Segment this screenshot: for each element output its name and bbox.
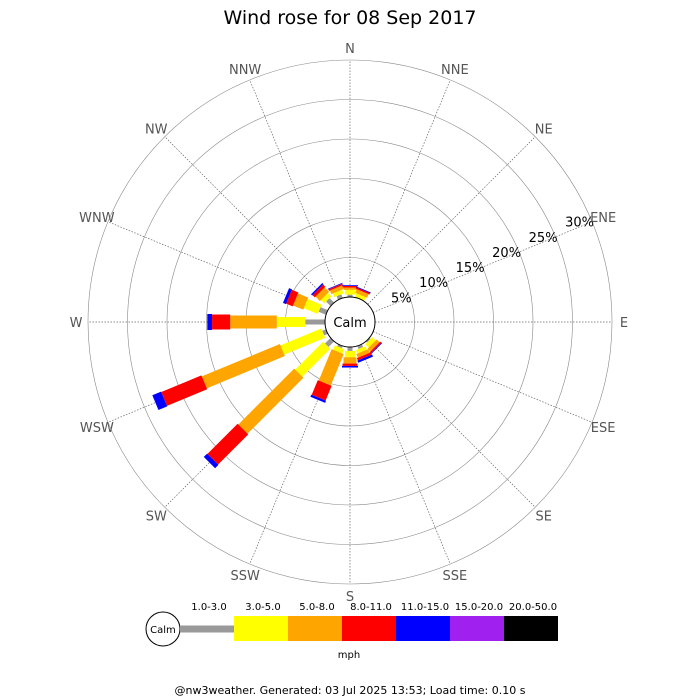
spoke-ne <box>367 136 536 305</box>
bar-wnw-8.0-11.0 <box>286 289 299 307</box>
bar-nw-8.0-11.0 <box>312 284 326 298</box>
calm-label: Calm <box>333 316 366 331</box>
bar-nw-1.0-3.0 <box>326 298 335 307</box>
grid-ring-25 <box>127 99 573 545</box>
direction-label-nne: NNE <box>441 63 469 78</box>
legend: Calm mph 1.0-3.0 3.0-5.0 5.0-8.0 8.0-11.0 11… <box>145 602 558 661</box>
percent-label-10: 10% <box>419 276 448 291</box>
spoke-ene <box>372 221 593 313</box>
direction-label-s: S <box>346 590 354 605</box>
bar-se-8.0-11.0 <box>369 341 382 354</box>
calm-circle-group: Calm <box>324 296 376 348</box>
direction-label-w: W <box>70 316 83 331</box>
percent-label-20: 20% <box>492 246 521 261</box>
bar-nne-5.0-8.0 <box>355 289 369 298</box>
legend-swatch-20.0-50.0 <box>504 616 558 641</box>
bar-ssw-11.0-15.0 <box>310 394 327 403</box>
direction-label-ssw: SSW <box>230 569 260 584</box>
bar-sse-1.0-3.0 <box>357 344 364 349</box>
bar-ssw-8.0-11.0 <box>311 380 332 401</box>
bars <box>152 282 383 469</box>
spoke-nw <box>164 136 333 305</box>
grid-ring-20 <box>166 138 534 506</box>
bar-nw-11.0-15.0 <box>311 283 324 296</box>
bar-ssw-3.0-5.0 <box>333 345 345 354</box>
bar-nnw-1.0-3.0 <box>336 294 343 300</box>
legend-swatch-15.0-20.0 <box>450 616 504 641</box>
bar-sw-1.0-3.0 <box>324 337 335 348</box>
direction-label-ene: ENE <box>590 211 616 226</box>
percent-label-30: 30% <box>565 216 594 231</box>
direction-label-ne: NE <box>535 122 553 137</box>
percent-label-25: 25% <box>529 231 558 246</box>
spoke-ese <box>372 331 593 423</box>
chart-title: Wind rose for 08 Sep 2017 <box>223 7 476 29</box>
bar-wsw-8.0-11.0 <box>161 375 208 406</box>
legend-unit: mph <box>338 650 360 661</box>
bar-sse-8.0-11.0 <box>356 352 372 361</box>
bar-wnw-3.0-5.0 <box>303 299 322 315</box>
legend-swatch-3.0-5.0 <box>234 616 288 641</box>
bar-nw-3.0-5.0 <box>320 292 332 304</box>
spoke-nne <box>359 79 451 300</box>
footer-credit: @nw3weather. Generated: 03 Jul 2025 13:5… <box>175 684 526 697</box>
legend-label-3.0-5.0: 3.0-5.0 <box>245 602 280 613</box>
legend-label-11.0-15.0: 11.0-15.0 <box>401 602 449 613</box>
bar-nne-8.0-11.0 <box>355 287 371 295</box>
bar-nnw-5.0-8.0 <box>329 285 344 295</box>
bar-wnw-1.0-3.0 <box>318 307 328 315</box>
spoke-sse <box>359 344 451 565</box>
legend-swatch-8.0-11.0 <box>342 616 396 641</box>
legend-label-8.0-11.0: 8.0-11.0 <box>350 602 392 613</box>
direction-label-ese: ESE <box>591 421 616 436</box>
legend-calm-label: Calm <box>150 625 176 636</box>
direction-label-sse: SSE <box>442 569 467 584</box>
grid-ring-30 <box>87 59 613 585</box>
bar-se-11.0-15.0 <box>370 342 383 355</box>
bar-nnw-3.0-5.0 <box>332 289 344 298</box>
legend-swatch-11.0-15.0 <box>396 616 450 641</box>
bar-sw-8.0-11.0 <box>207 423 249 465</box>
bar-nw-5.0-8.0 <box>315 287 330 302</box>
direction-label-n: N <box>345 42 355 57</box>
bar-sse-11.0-15.0 <box>357 354 374 363</box>
calm-circle <box>324 296 376 348</box>
direction-label-se: SE <box>536 510 552 525</box>
legend-label-1.0-3.0: 1.0-3.0 <box>191 602 226 613</box>
legend-label-5.0-8.0: 5.0-8.0 <box>299 602 334 613</box>
legend-label-15.0-20.0: 15.0-20.0 <box>455 602 503 613</box>
bar-sw-3.0-5.0 <box>295 341 331 377</box>
bar-wsw-5.0-8.0 <box>201 344 285 389</box>
percent-label-15: 15% <box>456 261 485 276</box>
percent-label-5: 5% <box>391 291 412 306</box>
bar-nnw-8.0-11.0 <box>328 283 343 291</box>
direction-label-sw: SW <box>146 510 167 525</box>
bar-sw-5.0-8.0 <box>238 368 304 434</box>
direction-label-nnw: NNW <box>229 63 261 78</box>
bar-wsw-1.0-3.0 <box>322 329 328 336</box>
bar-wnw-11.0-15.0 <box>282 288 293 305</box>
direction-labels: N NNE NE ENE E ESE SE SSE S SSW SW WSW W WNW NW NNW <box>70 42 629 605</box>
spoke-se <box>367 339 536 508</box>
percent-labels: 5% 10% 15% 20% 25% 30% <box>391 216 594 307</box>
bar-se-3.0-5.0 <box>365 337 376 348</box>
direction-label-wnw: WNW <box>79 211 115 226</box>
bar-wnw-5.0-8.0 <box>293 293 309 310</box>
direction-label-e: E <box>620 316 628 331</box>
bar-sw-11.0-15.0 <box>203 453 219 469</box>
spoke-nnw <box>249 79 341 300</box>
bar-sse-3.0-5.0 <box>356 346 367 354</box>
legend-swatch-5.0-8.0 <box>288 616 342 641</box>
bar-wsw-11.0-15.0 <box>152 391 168 411</box>
legend-label-20.0-50.0: 20.0-50.0 <box>509 602 557 613</box>
bar-se-5.0-8.0 <box>367 339 380 352</box>
bar-wsw-3.0-5.0 <box>280 328 326 355</box>
direction-label-wsw: WSW <box>80 421 114 436</box>
bar-nne-3.0-5.0 <box>354 293 366 301</box>
bar-sse-5.0-8.0 <box>356 349 370 358</box>
bar-ssw-5.0-8.0 <box>318 349 344 386</box>
direction-label-nw: NW <box>145 122 168 137</box>
